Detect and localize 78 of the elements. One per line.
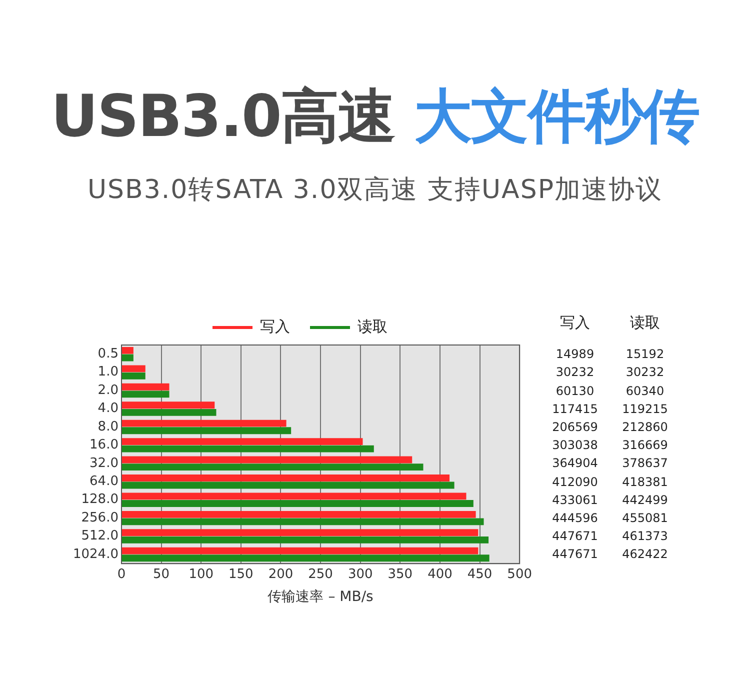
text: 14989 — [556, 347, 594, 362]
text: 303038 — [552, 438, 598, 452]
y-tick-label: 8.0 — [98, 419, 118, 434]
bar — [122, 518, 484, 526]
bar — [122, 372, 146, 380]
bar — [122, 529, 478, 536]
text: 444596 — [552, 511, 598, 526]
bar — [122, 347, 134, 354]
y-tick-label: 256.0 — [81, 510, 118, 526]
y-tick-label: 16.0 — [90, 438, 118, 453]
text: 418381 — [622, 474, 668, 489]
y-tick-label: 64.0 — [90, 474, 118, 489]
bar — [122, 510, 476, 518]
text: 30232 — [626, 365, 664, 380]
bar — [122, 420, 286, 427]
bar — [122, 354, 134, 362]
text: 15192 — [626, 347, 664, 362]
bar — [122, 456, 412, 464]
bar — [122, 474, 450, 482]
text: 447671 — [552, 547, 598, 562]
x-tick-label: 150 — [228, 566, 254, 582]
text: 433061 — [552, 492, 598, 507]
y-tick-label: 0.5 — [98, 346, 118, 362]
text: 461373 — [622, 529, 668, 544]
text: 117415 — [552, 402, 598, 416]
x-tick-label: 250 — [308, 566, 333, 582]
x-tick-label: 200 — [268, 566, 294, 582]
text: 60340 — [626, 384, 664, 398]
bar — [122, 408, 216, 416]
text: 455081 — [622, 511, 668, 526]
text: 447671 — [552, 529, 598, 544]
text: 119215 — [622, 402, 668, 416]
y-tick-label: 1024.0 — [72, 546, 118, 562]
text: 读取 — [630, 314, 660, 332]
bar — [122, 402, 215, 409]
y-tick-label: 128.0 — [81, 492, 118, 508]
bar — [122, 482, 454, 489]
text: 378637 — [622, 456, 668, 470]
bar — [122, 536, 489, 544]
bar — [122, 554, 490, 562]
bar — [122, 390, 170, 398]
y-tick-label: 512.0 — [81, 528, 118, 544]
text: 462422 — [622, 547, 668, 562]
bar — [122, 365, 146, 372]
legend-label: 写入 — [260, 317, 290, 336]
text: 30232 — [556, 365, 594, 380]
x-tick-label: 50 — [153, 566, 170, 582]
bar — [122, 427, 292, 434]
x-tick-label: 100 — [188, 566, 214, 582]
x-tick-label: 500 — [507, 566, 532, 582]
legend-label: 读取 — [358, 317, 388, 336]
x-axis-title: 传输速率 – MB/s — [268, 589, 374, 606]
y-tick-label: 2.0 — [98, 382, 118, 398]
bar — [122, 438, 363, 446]
text: 412090 — [552, 474, 598, 489]
x-tick-label: 0 — [117, 566, 126, 582]
x-tick-label: 350 — [388, 566, 413, 582]
chart-title: USB3.0高速 大文件秒传 — [50, 82, 699, 150]
bar — [122, 464, 424, 471]
bar — [122, 492, 466, 500]
x-tick-label: 400 — [428, 566, 452, 582]
y-tick-label: 1.0 — [98, 364, 118, 380]
bar — [122, 547, 478, 554]
text: 写入 — [560, 314, 590, 332]
text: 206569 — [552, 420, 598, 434]
text: 316669 — [622, 438, 668, 452]
bar — [122, 445, 374, 452]
text: 60130 — [556, 384, 594, 398]
chart-subtitle: USB3.0转SATA 3.0双高速 支持UASP加速协议 — [86, 174, 664, 207]
bar — [122, 383, 170, 390]
bar — [122, 500, 474, 507]
x-tick-label: 300 — [348, 566, 373, 582]
text: 364904 — [552, 456, 598, 470]
text: 212860 — [622, 420, 668, 434]
x-tick-label: 450 — [467, 566, 492, 582]
text: 442499 — [622, 492, 668, 507]
y-tick-label: 4.0 — [98, 401, 118, 416]
y-tick-label: 32.0 — [90, 456, 118, 471]
